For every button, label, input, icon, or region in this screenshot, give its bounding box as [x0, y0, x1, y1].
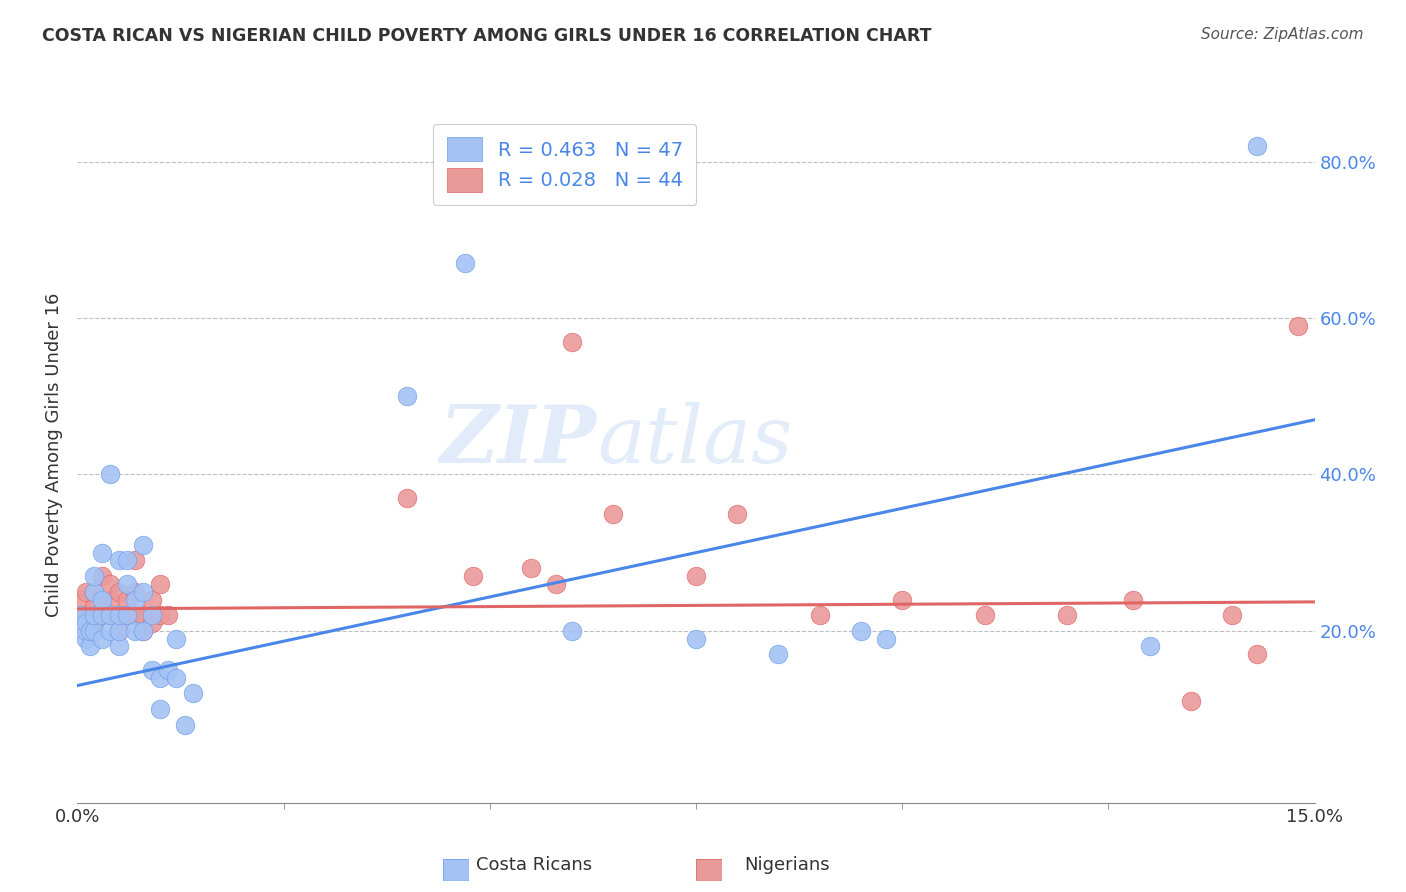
Point: [396, 389, 419, 403]
Point: [70, 608, 93, 623]
Point: [165, 632, 187, 646]
Point: [1286, 318, 1309, 333]
Point: [91, 632, 114, 646]
Point: [115, 577, 138, 591]
Point: [83, 624, 105, 638]
Point: [107, 640, 129, 654]
Point: [1220, 608, 1243, 623]
Point: [91, 546, 114, 560]
Point: [124, 553, 146, 567]
Point: [124, 624, 146, 638]
Point: [98, 577, 121, 591]
Point: [83, 615, 105, 630]
Point: [149, 577, 172, 591]
Point: [141, 592, 163, 607]
Point: [91, 608, 114, 623]
Point: [149, 608, 172, 623]
Point: [808, 608, 831, 623]
Point: [115, 592, 138, 607]
Point: [83, 584, 105, 599]
Point: [768, 647, 790, 661]
Point: [725, 507, 748, 521]
Point: [70, 592, 93, 607]
Text: Nigerians: Nigerians: [745, 855, 830, 873]
Point: [98, 467, 121, 482]
Y-axis label: Child Poverty Among Girls Under 16: Child Poverty Among Girls Under 16: [45, 293, 63, 617]
Point: [79, 640, 101, 654]
Point: [83, 608, 105, 623]
Point: [685, 632, 707, 646]
Point: [1056, 608, 1078, 623]
Point: [561, 624, 583, 638]
Point: [157, 608, 180, 623]
Point: [107, 608, 129, 623]
Point: [181, 686, 204, 700]
Point: [91, 608, 114, 623]
Point: [1122, 592, 1144, 607]
Point: [75, 624, 97, 638]
Point: [98, 592, 121, 607]
Point: [132, 624, 155, 638]
Point: [132, 584, 155, 599]
Point: [107, 624, 129, 638]
Point: [141, 615, 163, 630]
Text: COSTA RICAN VS NIGERIAN CHILD POVERTY AMONG GIRLS UNDER 16 CORRELATION CHART: COSTA RICAN VS NIGERIAN CHILD POVERTY AM…: [42, 27, 932, 45]
Point: [91, 569, 114, 583]
Point: [91, 592, 114, 607]
Point: [83, 569, 105, 583]
Point: [1246, 139, 1268, 153]
Point: [98, 624, 121, 638]
Point: [107, 608, 129, 623]
Point: [561, 334, 583, 349]
Point: [396, 491, 419, 505]
Text: Costa Ricans: Costa Ricans: [477, 855, 592, 873]
Point: [157, 663, 180, 677]
Point: [124, 608, 146, 623]
Point: [132, 624, 155, 638]
Point: [132, 538, 155, 552]
Point: [141, 608, 163, 623]
Point: [1139, 640, 1161, 654]
Point: [891, 592, 914, 607]
Point: [1180, 694, 1202, 708]
Point: [685, 569, 707, 583]
Point: [520, 561, 543, 575]
Point: [124, 592, 146, 607]
Point: [973, 608, 995, 623]
Point: [165, 671, 187, 685]
Point: [83, 600, 105, 615]
Legend: R = 0.463   N = 47, R = 0.028   N = 44: R = 0.463 N = 47, R = 0.028 N = 44: [433, 124, 696, 205]
Point: [107, 584, 129, 599]
Point: [79, 624, 101, 638]
Point: [98, 608, 121, 623]
Point: [1246, 647, 1268, 661]
Point: [98, 608, 121, 623]
Point: [83, 584, 105, 599]
Point: [115, 608, 138, 623]
Point: [132, 608, 155, 623]
Point: [75, 608, 97, 623]
Point: [124, 584, 146, 599]
Point: [602, 507, 624, 521]
Point: [149, 671, 172, 685]
Text: Source: ZipAtlas.com: Source: ZipAtlas.com: [1201, 27, 1364, 42]
Point: [544, 577, 567, 591]
Point: [75, 584, 97, 599]
Point: [79, 624, 101, 638]
Point: [107, 624, 129, 638]
Text: atlas: atlas: [598, 402, 793, 480]
Point: [454, 256, 477, 270]
Point: [463, 569, 485, 583]
Point: [849, 624, 872, 638]
Point: [75, 632, 97, 646]
Point: [115, 608, 138, 623]
Point: [75, 615, 97, 630]
Point: [141, 663, 163, 677]
Point: [107, 553, 129, 567]
Point: [875, 632, 897, 646]
Point: [149, 702, 172, 716]
Point: [115, 553, 138, 567]
Point: [173, 717, 195, 731]
Text: ZIP: ZIP: [440, 402, 598, 480]
